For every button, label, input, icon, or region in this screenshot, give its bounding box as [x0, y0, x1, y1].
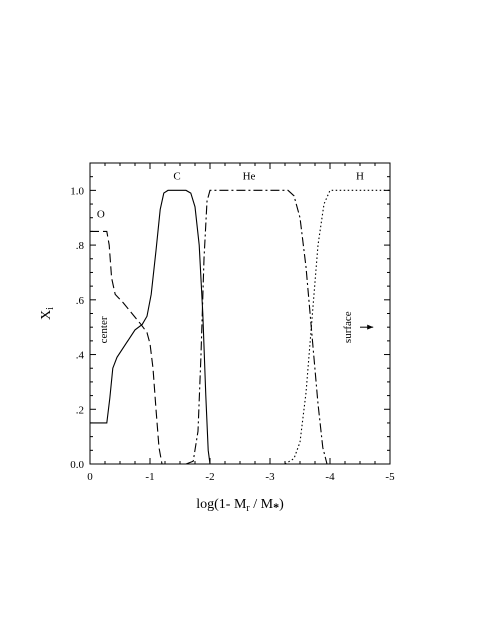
x-axis-label: log(1- Mr / M*) [196, 497, 284, 514]
surface-arrow-head [367, 324, 374, 330]
x-tick-label: -2 [205, 471, 214, 483]
x-tick-label: -4 [325, 471, 335, 483]
series-o-line [90, 230, 163, 465]
series-c-line [90, 189, 211, 465]
y-tick-label: 0.0 [70, 459, 84, 471]
label-center: center [98, 316, 110, 343]
label-h: H [356, 170, 364, 182]
y-axis-label: Xi [39, 307, 56, 320]
y-tick-label: .4 [76, 350, 85, 362]
label-c: C [173, 170, 180, 182]
ticks [89, 162, 391, 465]
x-tick-label: -3 [265, 471, 275, 483]
y-tick-label: .8 [76, 240, 85, 252]
series-group [90, 189, 390, 465]
label-surface: surface [342, 311, 354, 343]
tick-labels: 0 -1 -2 -3 -4 -5 0.0 .2 .4 .6 .8 1.0 [70, 185, 395, 483]
x-tick-label: -1 [145, 471, 154, 483]
x-tick-label: -5 [385, 471, 395, 483]
x-tick-label: 0 [87, 471, 93, 483]
y-tick-label: .6 [76, 295, 85, 307]
y-tick-label: 1.0 [70, 185, 84, 197]
label-he: He [243, 170, 256, 182]
y-tick-label: .2 [76, 404, 84, 416]
axis-labels: log(1- Mr / M*) Xi [39, 307, 284, 514]
label-o: O [97, 209, 105, 221]
series-he-line [185, 189, 328, 465]
series-h-line [284, 189, 390, 465]
